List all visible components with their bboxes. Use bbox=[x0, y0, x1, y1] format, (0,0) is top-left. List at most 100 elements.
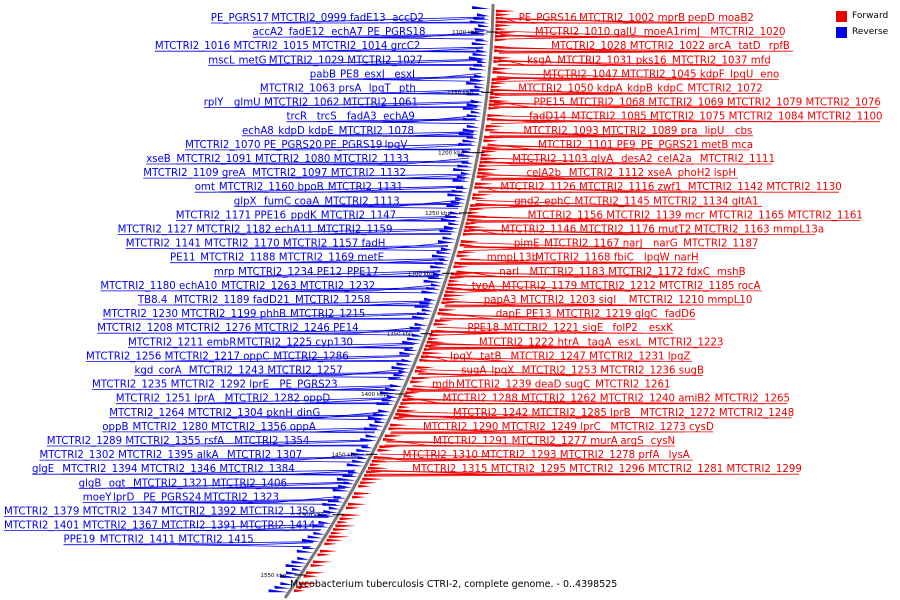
forward-gene-label: MTCTRI2_1079 bbox=[727, 98, 802, 109]
reverse-gene-arrow bbox=[462, 139, 478, 143]
reverse-gene-arrow bbox=[401, 358, 414, 362]
forward-gene-label: MTCTRI2_1145 bbox=[575, 196, 650, 207]
forward-gene-label: MTCTRI2_1249 bbox=[502, 422, 577, 433]
reverse-gene-label: MTCTRI2_1029 bbox=[269, 55, 344, 66]
reverse-gene-label: rsfA bbox=[204, 436, 224, 447]
reverse-gene-arrow bbox=[302, 538, 321, 542]
forward-gene-label: glgC bbox=[635, 309, 658, 320]
legend: Forward Reverse bbox=[836, 8, 898, 40]
forward-gene-label: sugC bbox=[565, 380, 590, 391]
reverse-gene-label: kgd bbox=[135, 366, 154, 377]
forward-gene-label: MTCTRI2_1037 bbox=[672, 55, 747, 66]
reverse-gene-label: MTCTRI2_1411 bbox=[100, 535, 175, 546]
reverse-connector-line bbox=[174, 300, 431, 306]
forward-gene-arrow bbox=[310, 564, 325, 567]
forward-connector-line bbox=[406, 399, 788, 405]
reverse-gene-arrow bbox=[285, 564, 305, 567]
reverse-gene-arrow bbox=[438, 240, 455, 243]
forward-gene-label: amiB2 bbox=[678, 394, 710, 405]
reverse-connector-line bbox=[86, 355, 410, 362]
forward-gene-arrow bbox=[445, 290, 458, 294]
reverse-connector-line bbox=[264, 205, 459, 209]
forward-gene-label: PE9 bbox=[617, 140, 636, 151]
forward-gene-label: MTCTRI2_1261 bbox=[595, 380, 670, 391]
forward-gene-label: MTCTRI2_1277 bbox=[512, 436, 587, 447]
reverse-gene-label: kdpD bbox=[278, 126, 305, 137]
forward-gene-label: MTCTRI2_1134 bbox=[653, 196, 728, 207]
reverse-gene-arrow bbox=[423, 279, 443, 283]
forward-gene-label: MTCTRI2_1111 bbox=[700, 154, 775, 165]
reverse-gene-arrow bbox=[473, 74, 486, 78]
forward-gene-label: ispH bbox=[714, 168, 736, 179]
reverse-gene-arrow bbox=[428, 276, 444, 279]
reverse-gene-label: MTCTRI2_1292 bbox=[171, 380, 246, 391]
reverse-connector-line bbox=[316, 271, 441, 278]
forward-gene-arrow bbox=[296, 585, 312, 589]
reverse-connector-line bbox=[175, 332, 418, 336]
forward-gene-arrow bbox=[388, 427, 402, 431]
forward-gene-label: MTCTRI2_1156 bbox=[528, 210, 603, 221]
reverse-gene-label: MTCTRI2_1346 bbox=[141, 464, 216, 475]
reverse-connector-line bbox=[324, 144, 472, 151]
forward-gene-label: MTCTRI2_1187 bbox=[683, 239, 758, 250]
forward-connector-line bbox=[491, 120, 880, 123]
reverse-connector-line bbox=[254, 216, 457, 221]
reverse-gene-arrow bbox=[365, 434, 379, 438]
reverse-gene-arrow bbox=[470, 110, 482, 114]
forward-gene-label: cysD bbox=[689, 422, 714, 433]
forward-gene-label: mshB bbox=[717, 267, 746, 278]
reverse-gene-arrow bbox=[280, 582, 293, 585]
reverse-gene-arrow bbox=[380, 391, 400, 395]
forward-gene-label: MTCTRI2_1272 bbox=[640, 408, 715, 419]
forward-connector-line bbox=[455, 272, 742, 278]
reverse-gene-label: MTCTRI2_1147 bbox=[321, 210, 396, 221]
forward-gene-arrow bbox=[489, 99, 511, 103]
reverse-gene-arrow bbox=[455, 196, 466, 200]
reverse-gene-label: MTCTRI2_1182 bbox=[196, 225, 271, 236]
forward-gene-label: fadD6 bbox=[665, 309, 696, 320]
forward-gene-label: htrA bbox=[558, 337, 580, 348]
forward-gene-arrow bbox=[492, 67, 512, 71]
reverse-gene-label: MTCTRI2_1109 bbox=[143, 168, 218, 179]
reverse-gene-arrow bbox=[367, 416, 388, 420]
forward-gene-arrow bbox=[495, 13, 511, 17]
forward-gene-arrow bbox=[402, 398, 423, 402]
reverse-gene-label: MTCTRI2_1141 bbox=[126, 239, 201, 250]
forward-gene-label: mca bbox=[731, 140, 753, 151]
reverse-gene-arrow bbox=[323, 510, 338, 513]
forward-gene-label: phoH2 bbox=[678, 168, 711, 179]
reverse-connector-lines bbox=[4, 16, 485, 548]
forward-gene-label: kdpF bbox=[700, 69, 725, 80]
reverse-connector-line bbox=[206, 342, 415, 348]
reverse-gene-arrow bbox=[469, 20, 490, 24]
reverse-connector-line bbox=[338, 89, 480, 94]
reverse-gene-arrow bbox=[297, 556, 310, 560]
forward-gene-arrow bbox=[495, 16, 507, 20]
forward-gene-arrow bbox=[429, 333, 446, 337]
reverse-gene-label: MTCTRI2_1235 bbox=[92, 380, 167, 391]
forward-connector-lines bbox=[367, 16, 880, 477]
reverse-gene-label: glgE bbox=[32, 464, 54, 475]
reverse-gene-arrow bbox=[430, 265, 448, 269]
reverse-gene-label: mscL bbox=[208, 55, 235, 66]
reverse-gene-label: trcS bbox=[317, 112, 337, 123]
reverse-gene-label: MTCTRI2_1392 bbox=[161, 507, 236, 518]
forward-gene-label: PE13 bbox=[526, 309, 552, 320]
reverse-connector-line bbox=[282, 246, 448, 250]
reverse-gene-label: fadH bbox=[362, 239, 386, 250]
reverse-gene-label: ppdK bbox=[291, 210, 317, 221]
reverse-gene-arrow bbox=[439, 229, 458, 233]
reverse-connector-line bbox=[4, 524, 325, 531]
forward-gene-arrow bbox=[479, 160, 497, 164]
forward-gene-label: MTCTRI2_1219 bbox=[556, 309, 631, 320]
reverse-connector-line bbox=[224, 398, 391, 405]
reverse-connector-line bbox=[140, 473, 353, 476]
reverse-gene-arrow bbox=[414, 304, 435, 308]
reverse-gene-arrow bbox=[347, 470, 361, 474]
reverse-gene-label: coaA bbox=[294, 196, 319, 207]
reverse-connector-line bbox=[296, 411, 385, 419]
forward-connector-line bbox=[418, 373, 595, 376]
forward-gene-arrow bbox=[482, 146, 503, 150]
forward-gene-label: lpqW bbox=[644, 253, 670, 264]
reverse-gene-label: grcC2 bbox=[391, 41, 421, 52]
